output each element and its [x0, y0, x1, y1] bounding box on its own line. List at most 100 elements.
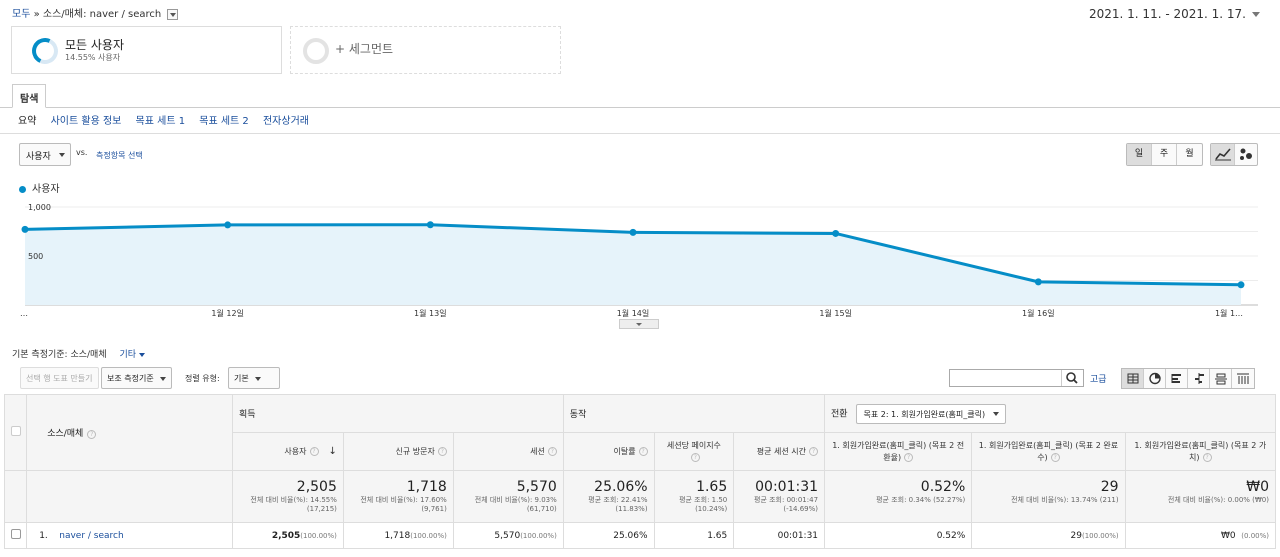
- data-point[interactable]: [21, 225, 29, 233]
- segment-all-users[interactable]: 모든 사용자 14.55% 사용자: [11, 26, 282, 74]
- report-subnav: 요약 사이트 활용 정보 목표 세트 1 목표 세트 2 전자상거래: [18, 112, 320, 127]
- row-cell: 1.65: [653, 522, 735, 549]
- sort-type-select[interactable]: 기본: [228, 367, 280, 389]
- subnav-summary[interactable]: 요약: [18, 116, 37, 127]
- data-point[interactable]: [1034, 278, 1042, 286]
- help-icon[interactable]: ?: [309, 446, 319, 456]
- metric-select[interactable]: 사용자: [19, 143, 71, 166]
- other-dimension-link[interactable]: 기타: [119, 350, 146, 360]
- divider: [0, 133, 1280, 134]
- help-icon[interactable]: ?: [904, 452, 914, 462]
- data-point[interactable]: [832, 229, 840, 237]
- row-index: 1.: [39, 530, 48, 541]
- help-icon[interactable]: ?: [1050, 452, 1060, 462]
- sort-type-label: 정렬 유형:: [185, 374, 220, 383]
- data-table-icon[interactable]: [1122, 369, 1144, 388]
- x-tick-label: 1월 1…: [1215, 308, 1243, 318]
- breadcrumb-root-link[interactable]: 모두: [12, 9, 31, 20]
- total-note: 평균 조회: 22.41% (11.83%): [588, 496, 648, 513]
- comparison-icon[interactable]: [1188, 369, 1210, 388]
- total-note: 전체 대비 비율(%): 17.60% (9,761): [360, 496, 447, 513]
- report-table: 소스/매체? 획득 동작 전환 목표 2: 1. 회원가입완료(홈피_클릭) 사…: [3, 394, 1277, 549]
- row-checkbox[interactable]: [10, 529, 21, 539]
- col-header-goal2-value[interactable]: 1. 회원가입완료(홈피_클릭) (목표 2 가치)?: [1124, 432, 1277, 471]
- subnav-goal-set-2[interactable]: 목표 세트 2: [199, 116, 249, 127]
- conversion-goal-select[interactable]: 목표 2: 1. 회원가입완료(홈피_클릭): [856, 403, 1007, 424]
- granularity-week-button[interactable]: 주: [1152, 144, 1177, 165]
- date-range-picker[interactable]: 2021. 1. 11. - 2021. 1. 17.: [1089, 7, 1260, 21]
- plot-rows-button[interactable]: 선택 행 도표 만들기: [20, 367, 99, 389]
- help-icon[interactable]: ?: [547, 446, 557, 456]
- breadcrumb-dropdown-icon[interactable]: [167, 8, 179, 20]
- data-point[interactable]: [1237, 281, 1245, 289]
- total-value: 1,718: [406, 479, 447, 495]
- breadcrumb-current: 소스/매체: naver / search: [42, 9, 162, 20]
- group-conversion-label: 전환: [831, 409, 848, 419]
- dimension-header[interactable]: 소스/매체?: [26, 394, 233, 471]
- help-icon[interactable]: ?: [87, 430, 97, 439]
- select-metric-link[interactable]: 측정항목 선택: [96, 151, 143, 160]
- data-point[interactable]: [426, 221, 434, 229]
- help-icon[interactable]: ?: [638, 446, 648, 456]
- row-cell: 00:01:31: [733, 522, 826, 549]
- col-header-label: 세션: [530, 446, 545, 456]
- row-cell: 25.06%: [562, 522, 655, 549]
- data-point[interactable]: [224, 221, 232, 229]
- vs-label: vs.: [76, 148, 88, 157]
- total-note: 평균 조회: 1.50 (10.24%): [679, 496, 728, 513]
- primary-dimension-value: 소스/매체: [70, 350, 107, 360]
- row-value: 25.06%: [613, 530, 648, 541]
- chart-collapse-handle[interactable]: [619, 319, 659, 329]
- tab-explore[interactable]: 탐색: [12, 84, 47, 108]
- subnav-ecommerce[interactable]: 전자상거래: [262, 116, 309, 127]
- pie-chart-icon[interactable]: [1144, 369, 1166, 388]
- select-all-checkbox[interactable]: [10, 426, 21, 436]
- total-cell: 1.65 평균 조회: 1.50 (10.24%): [653, 470, 735, 523]
- help-icon[interactable]: ?: [1202, 452, 1212, 462]
- col-header-new-users[interactable]: 신규 방문자?: [342, 432, 454, 471]
- col-header-sessions[interactable]: 세션?: [452, 432, 564, 471]
- secondary-dimension-select[interactable]: 보조 측정기준: [101, 367, 172, 389]
- advanced-filter-link[interactable]: 고급: [1090, 375, 1107, 385]
- granularity-toggle: 일 주 월: [1126, 143, 1203, 166]
- help-icon[interactable]: ?: [690, 452, 700, 462]
- row-dimension-link[interactable]: naver / search: [59, 530, 124, 541]
- chevron-down-icon: [159, 376, 166, 381]
- primary-dimension-bar: 기본 측정기준: 소스/매체 기타: [12, 347, 146, 360]
- line-chart-icon[interactable]: [1211, 144, 1235, 165]
- col-header-avg-session-duration[interactable]: 평균 세션 시간?: [733, 432, 826, 471]
- x-tick-label: 1월 14일: [617, 308, 650, 318]
- performance-bars-icon[interactable]: [1166, 369, 1188, 388]
- motion-chart-icon[interactable]: [1235, 144, 1257, 165]
- add-segment-button[interactable]: + 세그먼트: [290, 26, 561, 74]
- conversion-goal-value: 목표 2: 1. 회원가입완료(홈피_클릭): [863, 409, 986, 419]
- col-header-pages-per-session[interactable]: 세션당 페이지수?: [653, 432, 735, 471]
- granularity-day-button[interactable]: 일: [1127, 144, 1152, 165]
- tab-bar: 탐색: [0, 84, 1280, 108]
- granularity-month-button[interactable]: 월: [1185, 149, 1194, 159]
- data-point[interactable]: [629, 228, 637, 236]
- pivot-table-icon[interactable]: [1232, 369, 1254, 388]
- row-cell: 0.52%: [824, 522, 973, 549]
- table-search-input[interactable]: [949, 369, 1084, 387]
- term-cloud-icon[interactable]: [1210, 369, 1232, 388]
- segment-placeholder-icon: [303, 38, 329, 64]
- row-value: 1.65: [707, 530, 728, 541]
- col-header-goal2-completions[interactable]: 1. 회원가입완료(홈피_클릭) (목표 2 완료 수)?: [971, 432, 1126, 471]
- date-range-label: 2021. 1. 11. - 2021. 1. 17.: [1089, 7, 1246, 21]
- table-row: 1. naver / search 2,505(100.00%) 1,718(1…: [3, 522, 1277, 549]
- col-header-goal2-conversion-rate[interactable]: 1. 회원가입완료(홈피_클릭) (목표 2 전환율)?: [824, 432, 973, 471]
- subnav-goal-set-1[interactable]: 목표 세트 1: [135, 116, 186, 127]
- breadcrumb: 모두 » 소스/매체: naver / search: [12, 5, 179, 20]
- col-header-users[interactable]: 사용자? ↓: [231, 432, 344, 471]
- sort-type-value: 기본: [234, 374, 249, 383]
- help-icon[interactable]: ?: [437, 446, 447, 456]
- total-value: 1.65: [696, 479, 728, 495]
- total-cell: 1,718 전체 대비 비율(%): 17.60% (9,761): [342, 470, 454, 523]
- subnav-site-usage[interactable]: 사이트 활용 정보: [50, 116, 122, 127]
- help-icon[interactable]: ?: [809, 446, 819, 456]
- search-icon[interactable]: [1061, 370, 1083, 386]
- total-value: 0.52%: [920, 479, 966, 495]
- col-header-bounce-rate[interactable]: 이탈률?: [562, 432, 655, 471]
- col-header-label: 세션당 페이지수: [666, 440, 721, 450]
